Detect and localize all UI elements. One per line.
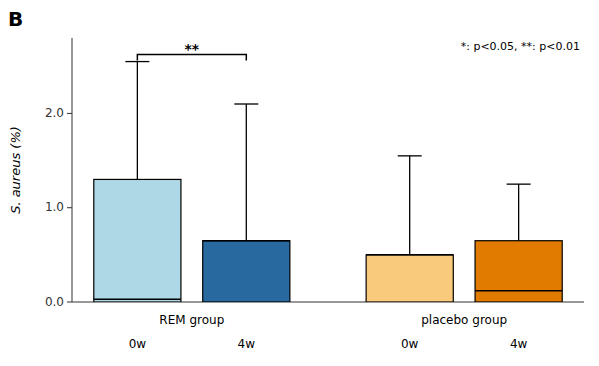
y-tick [67, 113, 72, 114]
annotation: *: p<0.05, **: p<0.01 [461, 40, 580, 53]
category-label: 4w [238, 337, 256, 351]
median [203, 240, 290, 242]
group-label: placebo group [421, 313, 507, 327]
whisker-cap [125, 61, 149, 62]
category-label: 4w [510, 337, 528, 351]
marks [94, 62, 562, 302]
box [366, 255, 453, 302]
chart: 0.01.02.0S. aureus (%)REM group0w4wplace… [0, 0, 599, 366]
whisker-cap [234, 103, 258, 104]
y-tick-label: 1.0 [45, 200, 64, 214]
y-tick [67, 302, 72, 303]
significance-text: ** [185, 41, 200, 57]
y-tick-label: 0.0 [45, 295, 64, 309]
median [475, 290, 562, 292]
box [203, 241, 290, 302]
y-tick [67, 207, 72, 208]
median [94, 298, 181, 300]
category-label: 0w [401, 337, 419, 351]
y-label: S. aureus (%) [8, 126, 23, 214]
whisker-cap [398, 155, 422, 156]
median [366, 254, 453, 256]
whisker-cap [507, 183, 531, 184]
panel-label: B [8, 7, 23, 31]
category-label: 0w [129, 337, 147, 351]
group-label: REM group [159, 313, 224, 327]
box [94, 179, 181, 302]
box [475, 241, 562, 302]
whisker [246, 104, 247, 241]
y-tick-label: 2.0 [45, 106, 64, 120]
whisker [137, 62, 138, 180]
y-axis [72, 38, 73, 302]
whisker [518, 184, 519, 241]
whisker [409, 156, 410, 255]
